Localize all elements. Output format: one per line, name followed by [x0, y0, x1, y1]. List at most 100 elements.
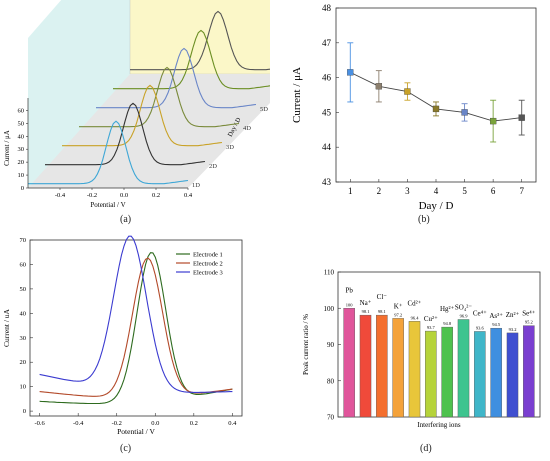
- plot-frame: [29, 239, 243, 417]
- chart-c: -0.6 -0.4 -0.2 0.0 0.2 0.4 0 10 20 30 40 50 60 70 Elec…: [2, 235, 243, 436]
- series-line-4D: [79, 66, 240, 128]
- data-point: [461, 109, 468, 116]
- series-line-7D: [130, 10, 291, 71]
- legend-label: Electrode 1: [193, 252, 223, 259]
- bar-0: [343, 308, 355, 418]
- series-line-2D: [45, 102, 206, 166]
- series-line-3D: [62, 84, 223, 147]
- y-tick-label: 48: [322, 3, 332, 13]
- y-tick-label: 10: [18, 172, 25, 179]
- x-tick-label: -0.4: [73, 420, 84, 427]
- bar-4: [408, 321, 421, 418]
- bar-6: [441, 326, 453, 418]
- x-tick-label: 0.4: [184, 192, 193, 199]
- x-tick-label: -0.2: [87, 192, 97, 199]
- x-tick-label: 6: [491, 186, 496, 196]
- y-tick-label: 10: [20, 384, 27, 391]
- bar-value-label: 100: [346, 302, 354, 307]
- bar-5: [425, 330, 437, 418]
- y-tick-label: 20: [18, 159, 25, 166]
- x-tick-label: 1: [348, 186, 353, 196]
- y-axis-title: Current / uA: [2, 308, 11, 346]
- panel-c: -0.6 -0.4 -0.2 0.0 0.2 0.4 0 10 20 30 40 50 60 70 Elec…: [0, 232, 270, 461]
- bar-value-label: 97.2: [394, 312, 402, 317]
- y-tick-label: 45: [322, 107, 332, 117]
- series-label-3D: 3D: [226, 144, 234, 151]
- bar-value-label: 96.9: [460, 313, 469, 318]
- x-tick-label: -0.4: [55, 192, 66, 199]
- floor-plane: [28, 74, 298, 188]
- bar-value-label: 93.6: [476, 325, 485, 330]
- x-tick-label: 5: [462, 186, 467, 196]
- series-label-5D: 5D: [260, 106, 268, 113]
- bar-ion-label: Hg²⁺: [440, 305, 455, 313]
- bar-value-label: 93.2: [509, 327, 517, 332]
- bar-ion-label: Cl⁻: [377, 293, 388, 301]
- x-tick-label: -0.6: [34, 420, 45, 427]
- y-axis-title: Current / μA: [3, 130, 11, 166]
- bar-value-label: 96.4: [411, 315, 420, 320]
- data-point: [347, 69, 354, 76]
- x-tick-label: 0.4: [228, 420, 237, 427]
- chart-d: 70 80 90 100 110 100 Pb 98.1 Na⁺ 98.1 Cl⁻ 97.2 K⁺ 96.…: [302, 269, 541, 429]
- bar-ion-label: Ce⁴⁺: [473, 309, 487, 317]
- y-tick-label: 50: [18, 120, 25, 127]
- bar-9: [490, 327, 502, 418]
- series-label-1D: 1D: [192, 182, 200, 189]
- series-label-4D: 4D: [243, 125, 251, 132]
- bar-ion-label: Cd²⁺: [408, 299, 422, 307]
- series-line-electrode-3: [39, 235, 233, 393]
- y-tick-label: 44: [322, 142, 332, 152]
- panel-b: 1 2 3 4 5 6 7 43 44 45 46 47 48 Day / D Current / μA (…: [278, 0, 550, 230]
- x-tick-label: 2: [377, 186, 382, 196]
- y-axis-title: Peak current ratio / %: [302, 314, 310, 375]
- series-line-6D: [113, 29, 274, 90]
- panel-a: 7D6D5D4D3D2D1D-0.4-0.20.00.20.4010203040…: [0, 0, 302, 230]
- y-axis-title: Current / μA: [291, 67, 303, 123]
- bar-ion-label: Cu²⁺: [424, 315, 438, 323]
- bar-11: [523, 325, 535, 418]
- data-point: [375, 83, 383, 90]
- back-wall: [129, 0, 299, 75]
- bar-ion-label: Na⁺: [360, 299, 372, 307]
- bar-ion-label: K⁺: [394, 302, 403, 310]
- bar-value-label: 98.1: [378, 309, 386, 314]
- y-tick-label: 46: [322, 73, 332, 83]
- y-tick-label: 20: [20, 359, 27, 366]
- x-tick-label: 0.2: [152, 192, 160, 199]
- y-tick-label: 70: [327, 414, 335, 422]
- y-tick-label: 30: [18, 146, 25, 153]
- panel-label-d: (d): [420, 443, 432, 454]
- data-point: [432, 105, 440, 113]
- data-point: [404, 88, 411, 95]
- y-tick-label: 70: [20, 237, 27, 244]
- y-tick-label: 0: [23, 408, 26, 415]
- y-tick-label: 60: [18, 107, 25, 114]
- x-axis-title: Potential / V: [90, 201, 125, 209]
- x-tick-label: 4: [434, 186, 439, 196]
- y-tick-label: 0: [21, 185, 24, 192]
- series-label-2D: 2D: [209, 163, 217, 170]
- y-tick-label: 43: [322, 177, 332, 187]
- y-tick-label: 90: [327, 341, 335, 349]
- bar-8: [474, 331, 486, 418]
- bar-2: [376, 314, 388, 418]
- series-line-electrode-1: [39, 252, 233, 405]
- bar-10: [506, 332, 519, 418]
- x-tick-label: 0.0: [120, 192, 128, 199]
- y-tick-label: 40: [20, 310, 27, 317]
- data-point: [518, 114, 525, 121]
- bar-1: [359, 314, 372, 418]
- y-tick-label: 30: [20, 335, 27, 342]
- bar-ion-label: Pb: [345, 286, 353, 294]
- bar-value-label: 94.5: [492, 322, 501, 327]
- x-tick-label: 0.0: [151, 420, 159, 427]
- x-tick-label: 3: [405, 186, 410, 196]
- y-tick-label: 50: [20, 286, 27, 293]
- bar-ion-label: Zn²⁺: [506, 311, 520, 319]
- y-tick-label: 40: [18, 133, 25, 140]
- back-wall-left: [28, 0, 152, 188]
- x-axis-title: Potential / V: [117, 427, 155, 436]
- x-axis-title: Day / D: [419, 200, 454, 212]
